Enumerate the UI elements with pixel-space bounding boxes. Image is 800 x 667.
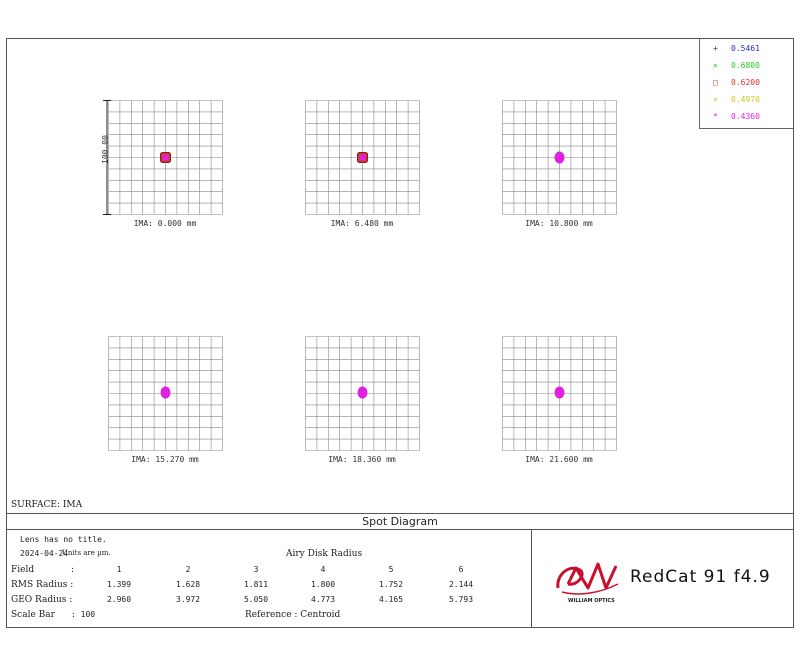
- ima-label-4: IMA: 15.270 mm: [131, 455, 199, 464]
- field-number: 1: [116, 565, 122, 574]
- legend-item: * 0.4360: [700, 111, 794, 125]
- spot-grid-6: [502, 336, 617, 451]
- spot-mark-3: [554, 151, 565, 164]
- legend-item: +0.5461: [700, 43, 794, 57]
- spot-mark-6: [554, 386, 565, 399]
- legend-value: 0.6200: [731, 78, 760, 87]
- legend-value: 0.4360: [731, 112, 760, 121]
- scale-bar-value: : 100: [71, 610, 96, 619]
- ima-label-2: IMA: 6.480 mm: [330, 219, 394, 228]
- geo-value: 2.960: [106, 595, 132, 604]
- field-number: 2: [185, 565, 191, 574]
- legend-value: 0.6800: [731, 61, 760, 70]
- legend-value: 0.5461: [731, 44, 760, 53]
- scale-bar-text: Scale Bar: [11, 610, 55, 620]
- spot-diagram-frame: IMA: 0.000 mm IMA: 6.480 mm IMA: 10.800 mm…: [6, 38, 794, 628]
- field-number: 3: [253, 565, 259, 574]
- william-optics-logo: WILLIAM OPTICS: [556, 562, 619, 604]
- wavelength-legend: +0.5461 × 0.6800 □ 0.6200 × 0.4970 * 0.4360: [699, 39, 793, 129]
- geo-value: 3.972: [175, 595, 201, 604]
- geo-value: 5.050: [243, 595, 269, 604]
- field-label: Field: [11, 565, 35, 575]
- scale-bar-label: 100.00: [100, 135, 110, 164]
- surface-label: SURFACE: IMA: [11, 500, 83, 510]
- legend-item: × 0.6800: [700, 60, 794, 74]
- ima-label-5: IMA: 18.360 mm: [328, 455, 396, 464]
- spot-mark-1: [160, 152, 171, 163]
- legend-item: × 0.4970: [700, 94, 794, 108]
- ima-label-3: IMA: 10.800 mm: [525, 219, 593, 228]
- chart-title: Spot Diagram: [7, 513, 793, 530]
- product-name: RedCat 91 f4.9: [630, 567, 771, 587]
- geo-value: 5.793: [448, 595, 474, 604]
- rms-value: 1.628: [175, 580, 201, 589]
- units-text: Units are µm.: [62, 549, 111, 557]
- spot-mark-4: [160, 386, 171, 399]
- rms-value: 1.399: [106, 580, 132, 589]
- legend-symbol: *: [713, 112, 718, 121]
- rms-value: 1.811: [243, 580, 269, 589]
- scale-bar: [103, 100, 111, 215]
- legend-value: 0.4970: [731, 95, 760, 104]
- spot-grid-4: [108, 336, 223, 451]
- legend-symbol: □: [713, 78, 718, 87]
- lens-title: Lens has no title.: [20, 535, 107, 544]
- field-number: 6: [458, 565, 464, 574]
- spot-grid-2: [305, 100, 420, 215]
- spot-mark-5: [357, 386, 368, 399]
- legend-symbol: +: [713, 44, 718, 53]
- geo-label: GEO Radius :: [11, 595, 73, 605]
- rms-value: 2.144: [448, 580, 474, 589]
- date-text: 2024-04-24: [20, 549, 69, 558]
- legend-symbol: ×: [713, 95, 718, 104]
- field-number: 5: [388, 565, 394, 574]
- airy-disk-label: Airy Disk Radius: [286, 549, 363, 559]
- geo-value: 4.773: [310, 595, 336, 604]
- geo-value: 4.165: [378, 595, 404, 604]
- svg-text:WILLIAM OPTICS: WILLIAM OPTICS: [568, 598, 615, 604]
- plot-area: IMA: 0.000 mm IMA: 6.480 mm IMA: 10.800 mm…: [7, 39, 793, 513]
- legend-symbol: ×: [713, 61, 718, 70]
- spot-grid-3: [502, 100, 617, 215]
- rms-value: 1.752: [378, 580, 404, 589]
- spot-grid-5: [305, 336, 420, 451]
- info-panel: Lens has no title. 2024-04-24 Units are …: [7, 530, 531, 627]
- legend-item: □ 0.6200: [700, 77, 794, 91]
- rms-value: 1.800: [310, 580, 336, 589]
- logo-box: WILLIAM OPTICS RedCat 91 f4.9: [531, 530, 793, 627]
- rms-label: RMS Radius :: [11, 580, 74, 590]
- ima-label-1: IMA: 0.000 mm: [133, 219, 197, 228]
- ima-label-6: IMA: 21.600 mm: [525, 455, 593, 464]
- reference-text: Reference : Centroid: [245, 610, 341, 620]
- spot-grid-1: [108, 100, 223, 215]
- field-colon: :: [71, 565, 75, 575]
- field-number: 4: [320, 565, 326, 574]
- spot-mark-2: [357, 152, 368, 163]
